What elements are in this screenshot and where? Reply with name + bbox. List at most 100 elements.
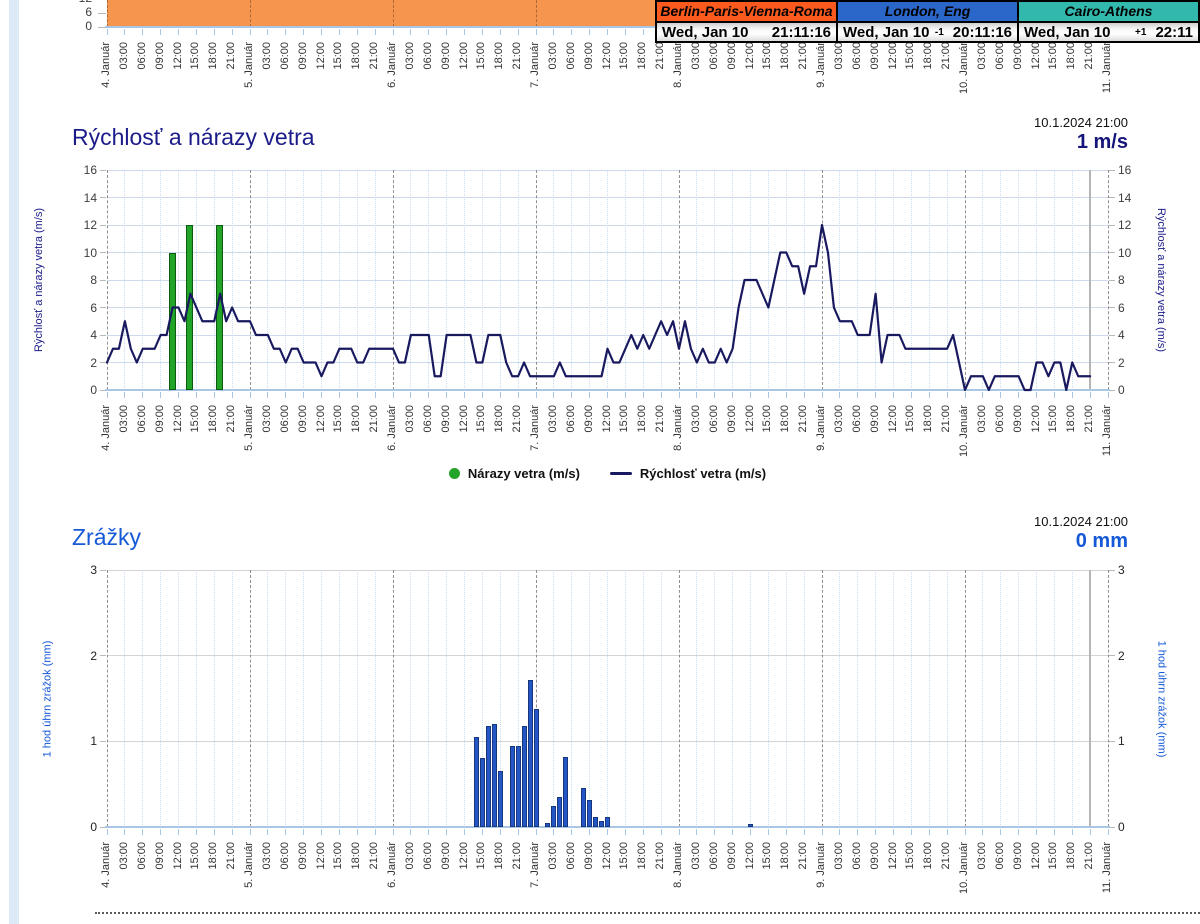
hour-gridline	[195, 570, 197, 827]
wind-y-tick-label: 16	[83, 163, 97, 177]
clock-london-title: London, Eng	[838, 2, 1017, 23]
x-tick-label: 03:00	[976, 838, 990, 900]
hour-gridline	[374, 170, 376, 390]
x-tick	[285, 29, 287, 35]
top-y-tick	[98, 12, 106, 14]
x-tick	[857, 829, 859, 835]
x-tick-label: 18:00	[1065, 838, 1079, 900]
speed-legend-line-icon	[609, 472, 632, 475]
x-tick-label: 12:00	[458, 838, 472, 900]
x-tick	[321, 29, 322, 35]
precip-y-tick-label-right: 2	[1118, 648, 1125, 663]
x-tick	[750, 392, 751, 398]
x-tick	[982, 392, 984, 398]
x-tick-label-text: 03:00	[975, 842, 988, 870]
x-tick-label-text: 03:00	[260, 842, 273, 870]
x-tick	[106, 392, 108, 398]
wind-y-tick-label-right: 8	[1118, 273, 1125, 287]
x-tick-label-text: 12:00	[1029, 842, 1042, 870]
wind-y-tick-label-right: 6	[1118, 300, 1125, 315]
hour-gridline	[321, 170, 322, 390]
x-tick	[535, 392, 537, 398]
day-gridline	[392, 570, 394, 827]
x-tick	[410, 829, 412, 835]
hour-gridline	[732, 570, 734, 827]
x-tick	[106, 829, 108, 835]
clock-cairo-utc-offset: +1	[1135, 26, 1147, 38]
wind-y-tick-label-right: 4	[1118, 328, 1125, 342]
x-tick	[446, 829, 448, 835]
x-tick	[660, 829, 662, 835]
x-tick	[195, 392, 197, 398]
x-tick-label-text: 21:00	[797, 842, 810, 870]
x-tick	[124, 392, 126, 398]
x-tick-label-text: 09:00	[582, 842, 595, 870]
top-y-tick-label: 12	[66, 0, 92, 5]
precip-y-tick-right	[1109, 740, 1115, 742]
x-tick	[821, 392, 823, 398]
x-tick-label: 09:00	[869, 838, 883, 900]
wind-zero-axis	[105, 389, 1110, 391]
x-tick-label-text: 12:00	[314, 842, 327, 870]
wind-y-tick-label: 14	[83, 190, 97, 205]
hour-gridline	[213, 170, 215, 390]
x-tick	[249, 829, 251, 835]
clock-london-time: 20:11:16	[952, 23, 1012, 41]
precip-bar	[599, 821, 605, 827]
x-tick-label-text: 06:00	[278, 842, 291, 870]
x-tick	[392, 829, 394, 835]
wind-y-tick	[100, 362, 106, 363]
x-tick	[178, 392, 179, 398]
precip-bar	[491, 724, 497, 827]
hour-gridline	[464, 570, 465, 827]
precip-bar	[485, 725, 491, 827]
hour-gridline	[982, 170, 984, 390]
x-tick-label-text: 21:00	[225, 842, 238, 870]
x-tick	[660, 392, 662, 398]
x-tick	[464, 29, 465, 35]
x-tick	[303, 29, 305, 35]
x-tick-label: 21:00	[511, 838, 525, 900]
x-tick	[231, 392, 233, 398]
x-tick-label-text: 10. Január	[958, 842, 970, 894]
x-tick	[1089, 392, 1091, 398]
x-tick-label: 9. Január	[815, 838, 829, 900]
day-gridline	[535, 570, 537, 827]
hour-gridline	[356, 170, 358, 390]
wind-y-tick-label: 12	[83, 218, 97, 232]
hour-gridline	[267, 170, 269, 390]
x-tick	[321, 829, 322, 835]
x-tick-label-text: 15:00	[904, 842, 917, 870]
x-tick-label-text: 18:00	[207, 842, 220, 870]
x-tick-label: 12:00	[315, 838, 329, 900]
hour-gridline	[160, 170, 162, 390]
x-tick	[714, 392, 716, 398]
x-tick-label-text: 09:00	[439, 842, 452, 870]
hour-gridline	[750, 570, 751, 827]
legend-gusts: Nárazy vetra (m/s)	[448, 466, 580, 481]
x-tick-label-text: 21:00	[368, 842, 381, 870]
x-tick	[124, 29, 126, 35]
hour-gridline	[893, 170, 894, 390]
wind-chart-timestamp: 10.1.2024 21:00	[1034, 115, 1128, 130]
x-tick	[267, 29, 269, 35]
x-tick	[571, 29, 573, 35]
x-tick	[1053, 392, 1055, 398]
x-tick-label: 03:00	[404, 838, 418, 900]
wind-y-tick	[100, 169, 106, 171]
x-tick-label: 15:00	[618, 838, 632, 900]
x-tick	[1107, 392, 1109, 398]
precip-y-tick-label-right: 3	[1118, 563, 1125, 577]
precip-bar	[533, 708, 539, 827]
wind-y-tick-right	[1109, 169, 1115, 171]
precip-bar	[509, 745, 515, 827]
hour-gridline	[213, 570, 215, 827]
hour-gridline	[660, 570, 662, 827]
x-tick-label: 8. Január	[672, 838, 686, 900]
x-tick-label-text: 15:00	[332, 842, 345, 870]
x-tick	[607, 829, 608, 835]
wind-y-tick-right	[1109, 334, 1115, 336]
x-tick-label-text: 09:00	[1011, 842, 1024, 870]
x-tick-label: 5. Január	[243, 838, 257, 900]
